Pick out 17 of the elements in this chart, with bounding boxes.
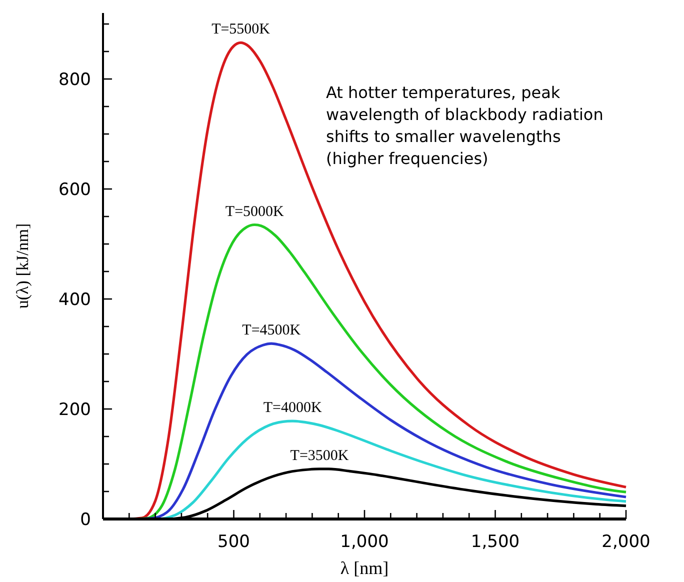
y-tick-label: 800 [58,70,91,90]
x-tick-label: 1,500 [470,532,520,552]
series-label: T=3500K [290,448,349,464]
y-tick-label: 0 [80,510,91,530]
y-tick-label: 400 [58,290,91,310]
series-label: T=5500K [212,22,270,38]
y-tick-label: 600 [58,180,91,200]
y-axis-title: u(λ) [kJ/nm] [13,223,32,309]
x-tick-label: 500 [218,532,250,552]
series-label: T=4500K [242,322,301,339]
series-label: T=4000K [263,400,322,416]
x-axis-title: λ [nm] [340,558,389,578]
x-tick-label: 2,000 [602,532,650,552]
x-tick-label: 1,000 [340,532,389,552]
series-label: T=5000K [225,204,284,220]
annotation: At hotter temperatures, peak wavelength of blackbody radiation shifts to smaller wavelengths (higher frequencies) [326,83,604,168]
y-tick-label: 200 [58,400,91,420]
